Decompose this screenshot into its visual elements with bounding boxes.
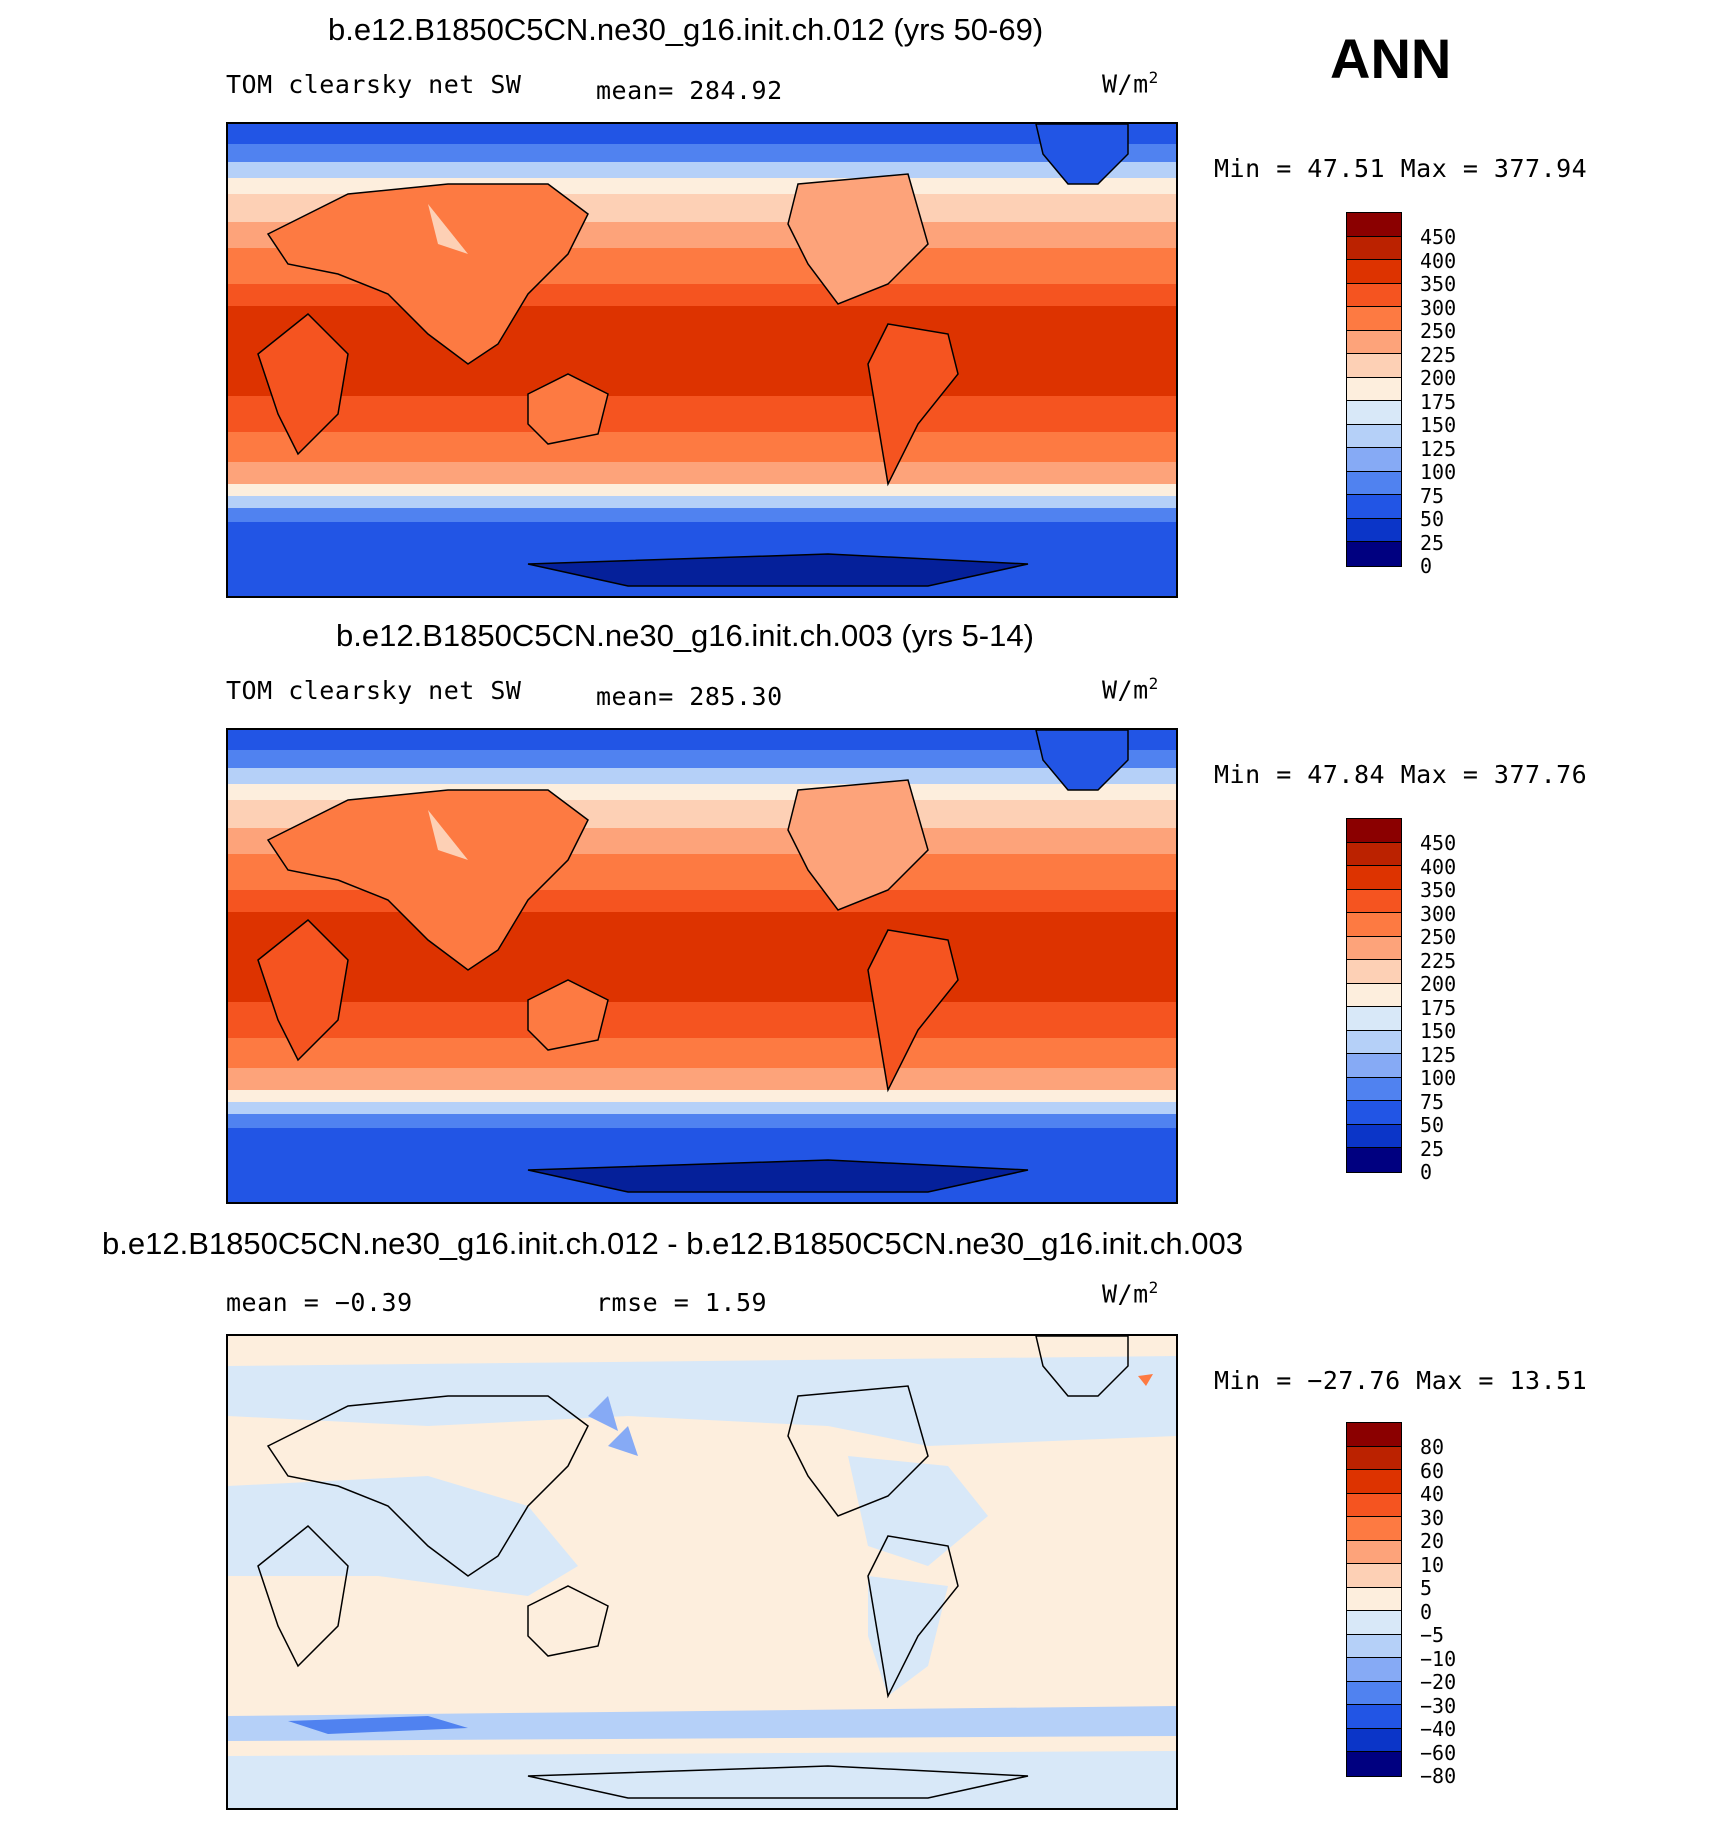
- panel1-minmax: Min = 47.51 Max = 377.94: [1214, 154, 1588, 183]
- panel1-variable-label: TOM clearsky net SW: [226, 70, 522, 99]
- panel2-mean: mean= 285.30: [596, 682, 783, 711]
- panel3-map-field: [228, 1336, 1176, 1808]
- panel2-minmax: Min = 47.84 Max = 377.76: [1214, 760, 1588, 789]
- panel2-units: W/m2: [1102, 674, 1159, 705]
- panel3-mean: mean = −0.39: [226, 1288, 413, 1317]
- panel3-rmse: rmse = 1.59: [596, 1288, 768, 1317]
- panel2-map-field: [228, 730, 1176, 1202]
- panel1-colorbar: [1346, 212, 1402, 567]
- panel1-title: b.e12.B1850C5CN.ne30_g16.init.ch.012 (yr…: [328, 12, 1044, 47]
- panel3-colorbar-labels: 80 60 40 30 20 10 5 0 −5 −10 −20 −30 −40 −60 −80: [1420, 1435, 1457, 1788]
- panel3-units: W/m2: [1102, 1278, 1159, 1309]
- panel3-map: [226, 1334, 1178, 1810]
- season-label: ANN: [1330, 27, 1452, 90]
- panel1-map: [226, 122, 1178, 598]
- panel1-colorbar-labels: 450 400 350 300 250 225 200 175 150 125 100 75 50 25 0: [1420, 225, 1457, 578]
- panel1-units: W/m2: [1102, 68, 1159, 99]
- panel2-colorbar-labels: 450 400 350 300 250 225 200 175 150 125 100 75 50 25 0: [1420, 831, 1457, 1184]
- panel3-colorbar: [1346, 1422, 1402, 1777]
- panel2-title: b.e12.B1850C5CN.ne30_g16.init.ch.003 (yr…: [336, 618, 1034, 653]
- panel1-map-field: [228, 124, 1176, 596]
- panel3-title: b.e12.B1850C5CN.ne30_g16.init.ch.012 - b…: [102, 1226, 1243, 1261]
- panel2-variable-label: TOM clearsky net SW: [226, 676, 522, 705]
- panel1-mean: mean= 284.92: [596, 76, 783, 105]
- panel2-map: [226, 728, 1178, 1204]
- panel2-colorbar: [1346, 818, 1402, 1173]
- panel3-minmax: Min = −27.76 Max = 13.51: [1214, 1366, 1588, 1395]
